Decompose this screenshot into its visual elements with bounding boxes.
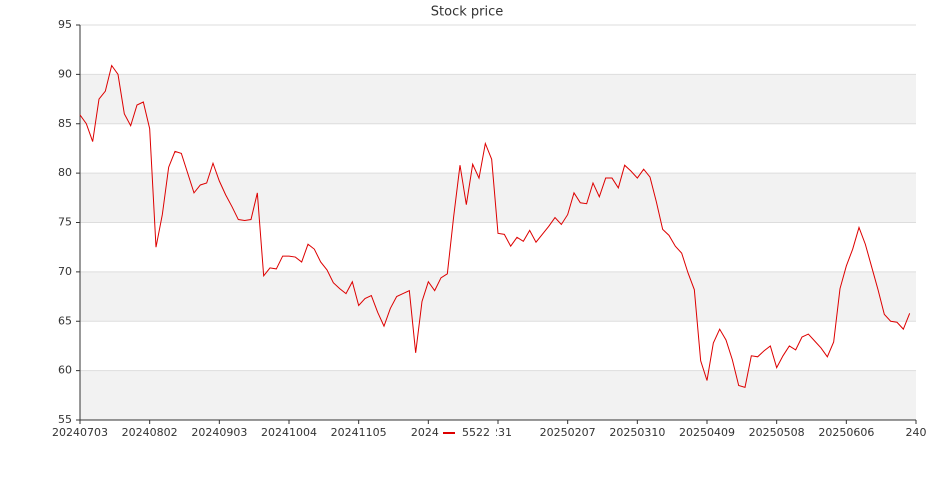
series-line [79,64,911,389]
x-tick-label: 240 [906,426,927,439]
legend-label: 5522 [462,426,490,439]
legend-box [440,425,496,441]
x-tick-label: 20250207 [540,426,596,439]
y-tick-label: 65 [58,314,72,327]
y-tick-label: 90 [58,67,72,80]
y-tick-label: 70 [58,265,72,278]
y-tick-label: 85 [58,117,72,130]
x-tick-label: 20250606 [818,426,874,439]
x-tick-label: 20240903 [191,426,247,439]
x-tick-label: 20241 [411,426,446,439]
grid-band [80,173,916,223]
x-tick-label: 20241004 [261,426,317,439]
y-tick-label: 60 [58,364,72,377]
y-tick-label: 75 [58,216,72,229]
chart-title: Stock price [431,5,503,20]
x-tick-label: 20241105 [331,426,387,439]
grid-band [80,271,916,322]
y-tick-label: 95 [58,18,72,31]
x-tick-label: 20250409 [679,426,735,439]
x-tick-label: 20250508 [749,426,805,439]
x-tick-label: 20240802 [122,426,178,439]
grid-band [80,74,916,124]
grid-band [80,370,916,420]
x-tick-label: 20250310 [609,426,665,439]
y-tick-label: 80 [58,166,72,179]
y-tick-label: 55 [58,413,72,426]
x-tick-label: 20240703 [52,426,108,439]
